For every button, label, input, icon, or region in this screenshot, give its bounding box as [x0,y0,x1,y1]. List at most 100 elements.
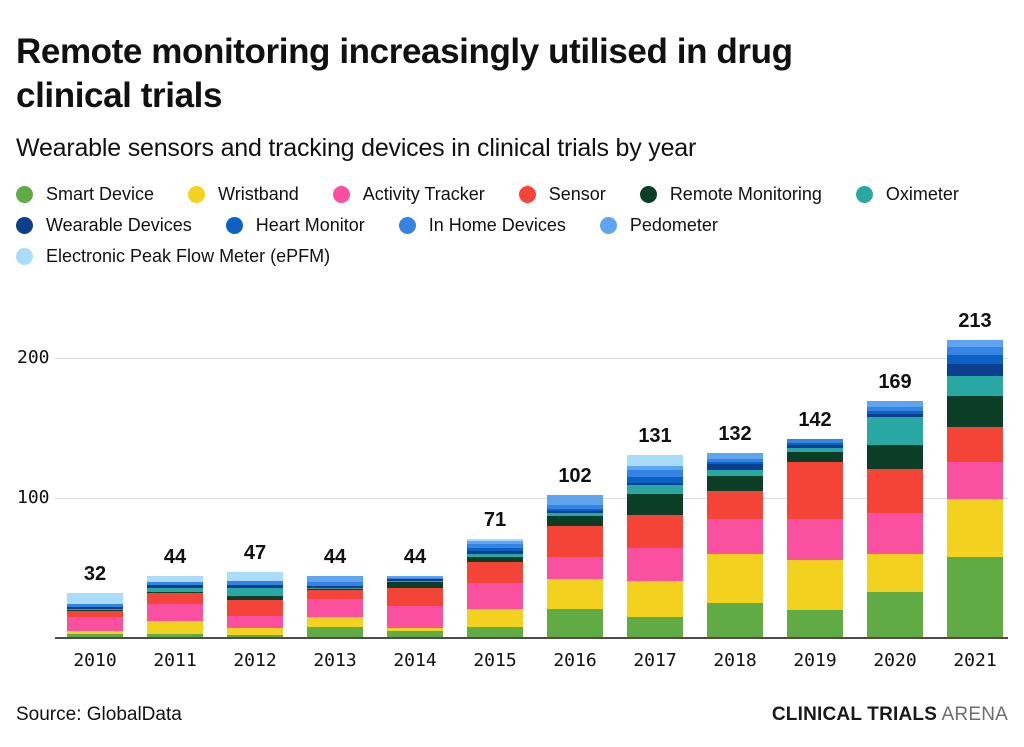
legend-color-dot-icon [16,186,33,203]
bar-segment [67,593,123,605]
x-axis-tick-label: 2012 [233,650,277,671]
x-axis-tick-label: 2016 [553,650,597,671]
bar-segment [467,556,523,563]
bar-segment [387,605,443,629]
bar-value-label: 131 [638,424,672,447]
bar-segment [467,554,523,557]
legend-item: Oximeter [855,184,959,205]
bar-segment [67,633,123,638]
stacked-bar [787,439,843,638]
bar-segment [627,485,683,494]
chart-title: Remote monitoring increasingly utilised … [16,32,793,116]
legend-item: Wristband [188,184,299,205]
x-axis-tick-label: 2018 [713,650,757,671]
legend-label: In Home Devices [428,215,566,235]
bar-segment [707,458,763,462]
bar-segment [867,513,923,555]
legend-label: Heart Monitor [255,215,365,235]
bar-segment [547,505,603,510]
bar-segment [67,608,123,611]
legend-row: Smart Device Wristband Activity Tracker Sen… [16,184,959,205]
x-axis-tick-label: 2011 [153,650,197,671]
bar-segment [147,633,203,638]
x-axis-tick-label: 2014 [393,650,437,671]
legend-color-dot-icon [332,186,350,203]
x-axis-tick-label: 2017 [633,650,677,671]
brand-name-primary: CLINICAL TRIALS [771,704,938,725]
stacked-bar [307,576,363,638]
legend-label: Smart Device [46,184,155,204]
stacked-bar [387,576,443,638]
bar-segment [547,608,603,638]
legend-color-dot-icon [398,217,416,234]
bar-value-label: 44 [323,546,347,569]
bar-segment [707,554,763,603]
stacked-bar [947,339,1003,638]
bar-segment [707,603,763,638]
bar-segment [947,461,1003,500]
bar-segment [227,596,283,601]
bar-segment [387,582,443,588]
bar-segment [387,579,443,581]
bar-segment [707,491,763,519]
source-attribution: Source: GlobalData [16,704,182,725]
bar-segment [387,576,443,578]
legend-color-dot-icon [855,186,873,203]
bar-segment [947,426,1003,462]
legend-item: Electronic Peak Flow Meter (ePFM) [16,246,330,267]
bar-segment [467,551,523,555]
x-axis-line [55,637,1008,639]
bar-segment [627,548,683,581]
bar-segment [387,628,443,631]
legend-item: Heart Monitor [225,215,365,236]
legend-item: Wearable Devices [16,215,192,236]
bar-segment [627,454,683,466]
stacked-bar [867,401,923,638]
legend-label: Wearable Devices [46,215,192,235]
legend-color-dot-icon [16,217,33,234]
legend-label: Remote Monitoring [669,184,822,204]
x-axis-tick-label: 2015 [473,650,517,671]
bar-segment [307,587,363,590]
bar-segment [947,339,1003,347]
bar-segment [67,611,123,618]
bar-value-label: 47 [243,542,267,565]
bar-segment [787,439,843,444]
legend-item: Remote Monitoring [639,184,822,205]
bar-segment [227,584,283,588]
bar-segment [707,461,763,465]
bar-segment [67,604,123,608]
x-axis-tick-label: 2021 [953,650,997,671]
bar-segment [387,577,443,580]
legend-item: In Home Devices [398,215,566,236]
bar-segment [867,416,923,445]
bar-segment [387,587,443,606]
bar-segment [467,548,523,552]
bar-segment [627,617,683,638]
bar-value-label: 32 [83,563,107,586]
bar-segment [227,580,283,585]
legend-label: Activity Tracker [362,184,485,204]
bar-segment [467,626,523,638]
bar-segment [547,579,603,609]
bar-segment [947,556,1003,638]
bar-segment [787,519,843,560]
bar-segment [947,376,1003,396]
bar-segment [307,582,363,587]
legend-row: Wearable Devices Heart Monitor In Home Dev… [16,215,959,236]
bar-segment [787,610,843,638]
bar-segment [787,451,843,462]
brand-logo: CLINICAL TRIALS ARENA [772,704,1008,726]
bar-segment [467,608,523,627]
legend-label: Oximeter [885,184,959,204]
bar-segment [307,590,363,599]
bar-segment [307,617,363,627]
x-axis-tick-label: 2019 [793,650,837,671]
bar-segment [627,580,683,617]
bar-value-label: 142 [798,409,832,432]
bar-segment [867,444,923,469]
bar-segment [307,598,363,618]
gridline [55,358,1008,359]
